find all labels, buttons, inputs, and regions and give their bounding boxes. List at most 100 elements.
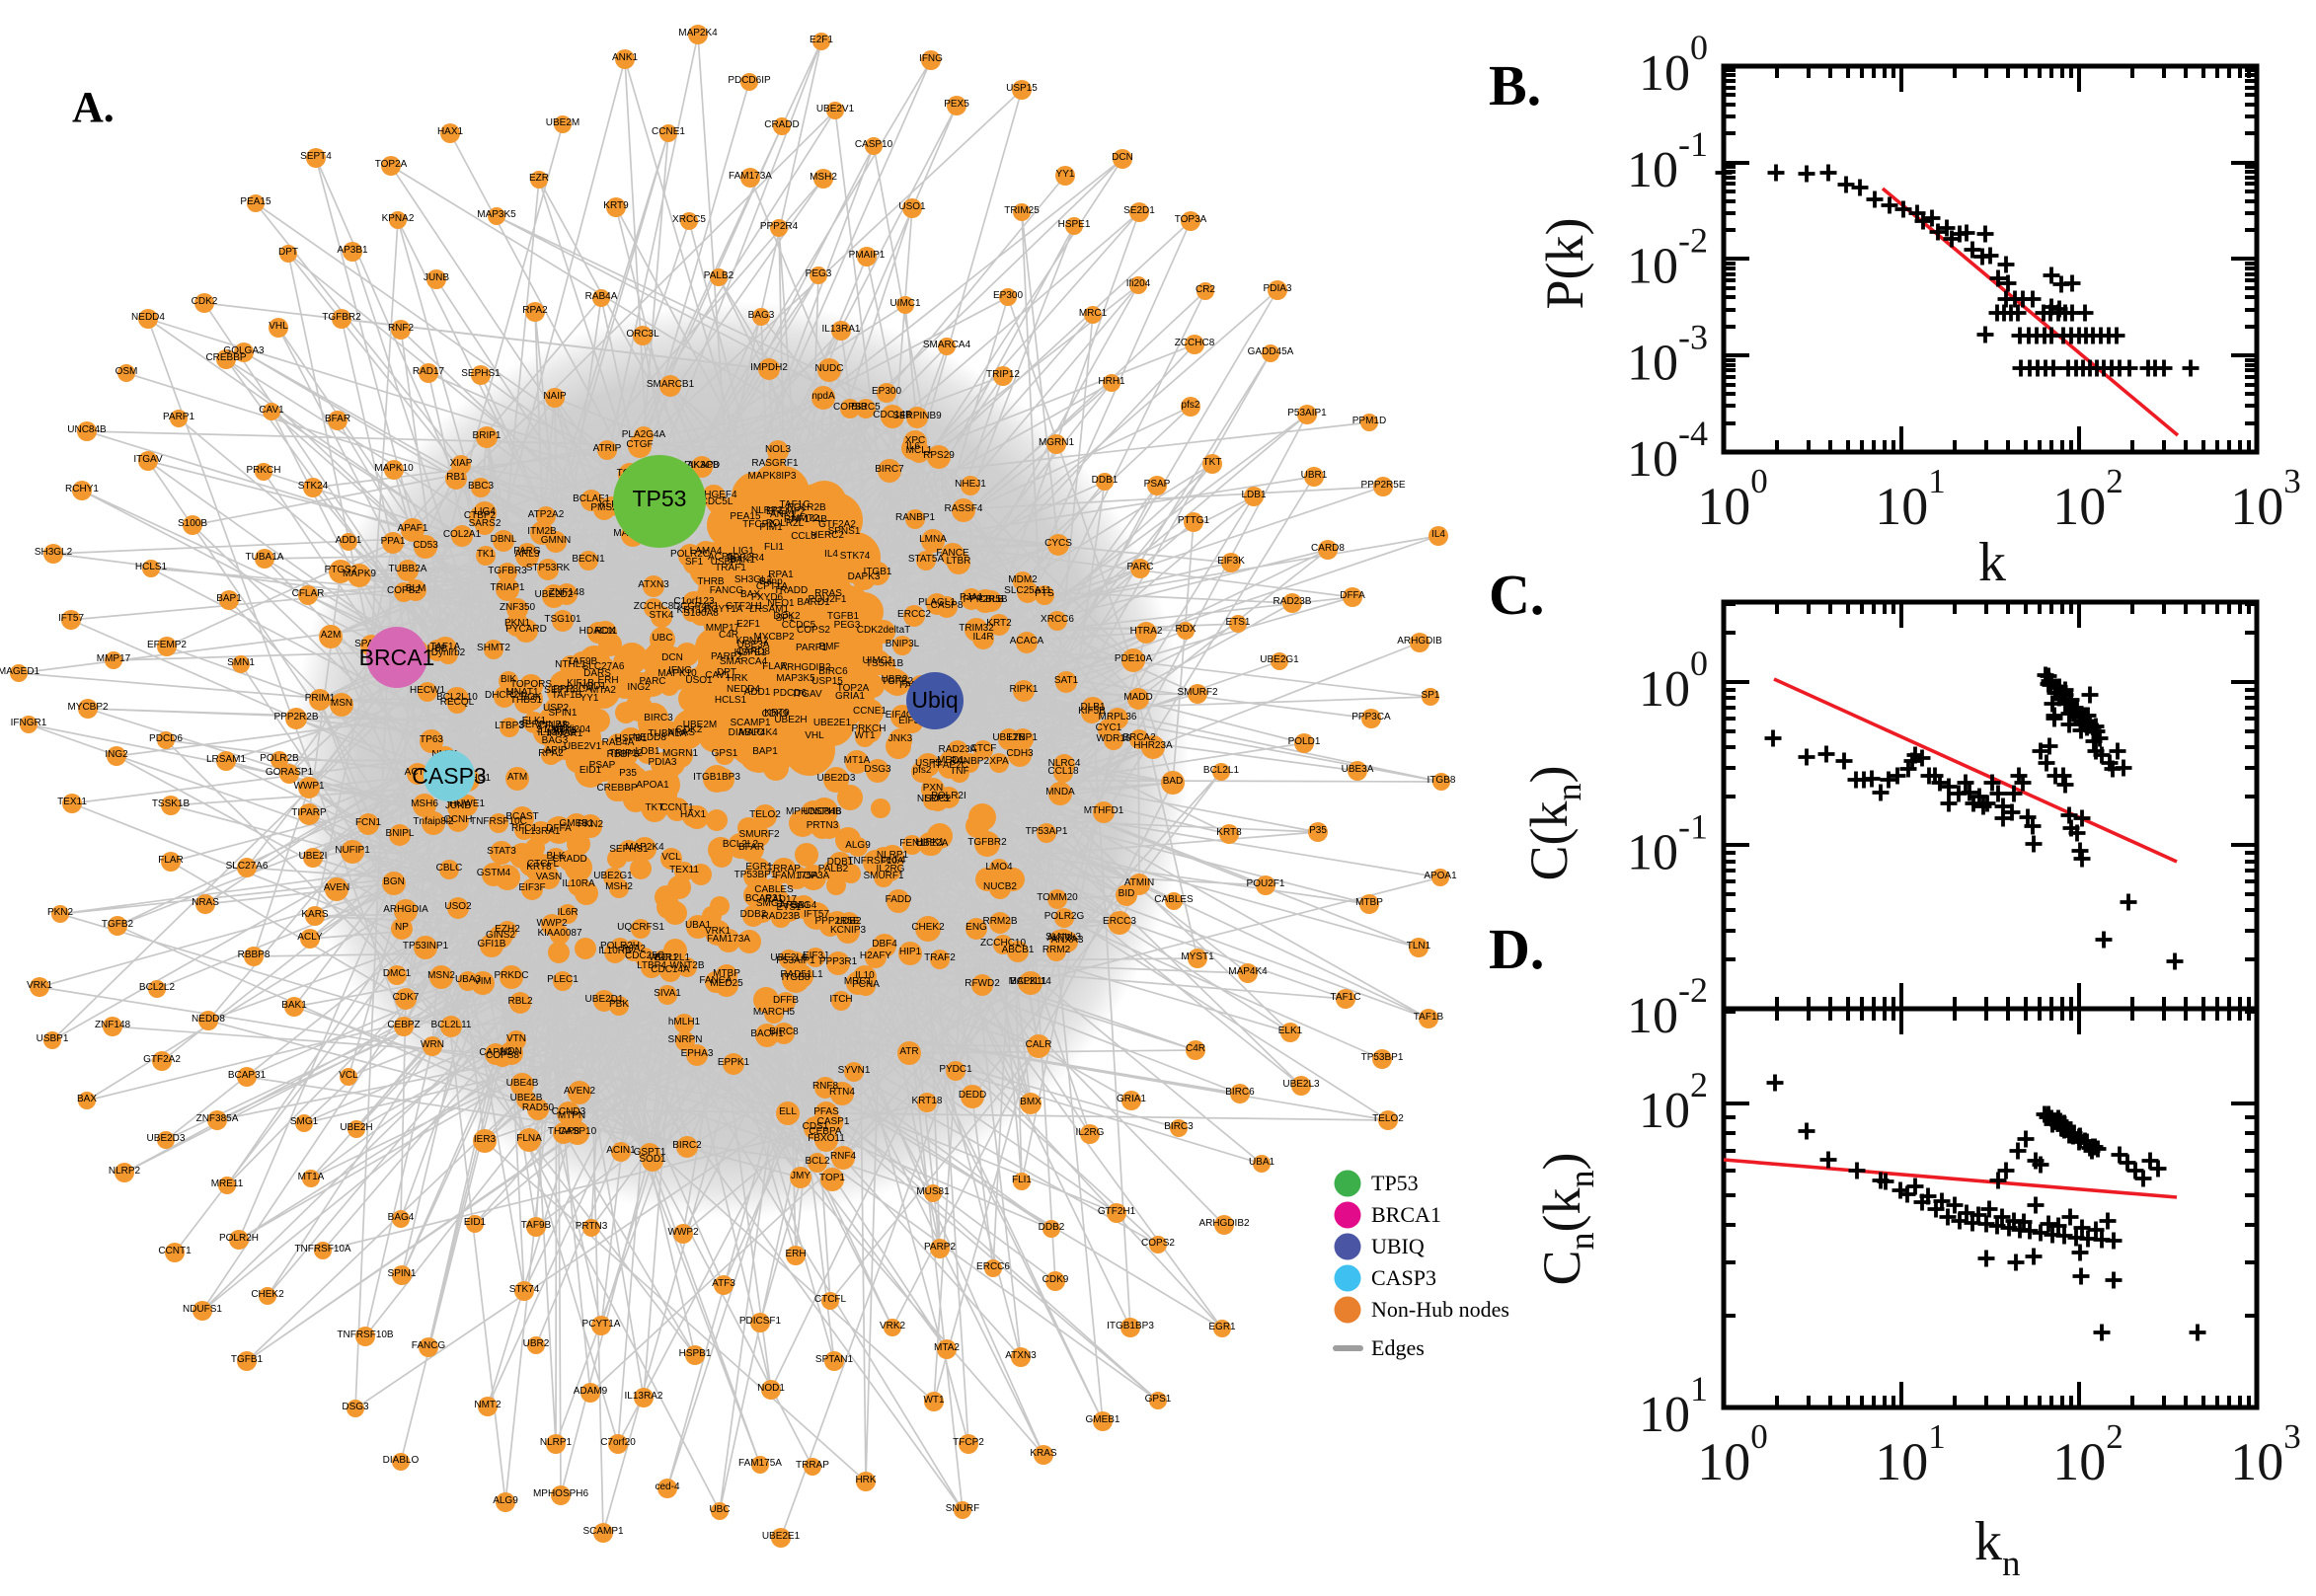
svg-text:KPNA2: KPNA2: [382, 213, 415, 224]
svg-text:GPS1: GPS1: [1145, 1394, 1172, 1405]
svg-text:MAPK10: MAPK10: [657, 668, 697, 679]
svg-text:TAF9B: TAF9B: [521, 1220, 552, 1231]
svg-text:RAD50: RAD50: [522, 1102, 555, 1113]
svg-text:JMY: JMY: [791, 1171, 811, 1181]
svg-text:CCNH: CCNH: [444, 814, 473, 825]
svg-text:STK24: STK24: [298, 481, 329, 492]
svg-text:KRT14: KRT14: [677, 605, 708, 616]
svg-text:EGR1: EGR1: [1208, 1322, 1236, 1332]
svg-text:PARC: PARC: [639, 676, 665, 687]
svg-text:TP53: TP53: [633, 486, 687, 511]
svg-text:HSPE1: HSPE1: [1058, 219, 1091, 230]
svg-text:SP1: SP1: [1422, 690, 1440, 701]
svg-text:BLM: BLM: [406, 583, 426, 594]
svg-text:CABLES: CABLES: [754, 884, 794, 895]
svg-text:UBIQ: UBIQ: [1371, 1234, 1425, 1258]
svg-text:CASP3: CASP3: [412, 763, 486, 789]
svg-text:DDB2: DDB2: [1039, 1222, 1065, 1233]
svg-text:KRAS: KRAS: [1030, 1448, 1057, 1459]
svg-text:MTA2: MTA2: [590, 685, 616, 696]
svg-text:PDIA3: PDIA3: [649, 757, 677, 768]
svg-text:PCNA: PCNA: [852, 979, 880, 990]
svg-text:ITGB1: ITGB1: [864, 567, 892, 577]
svg-text:ELK1: ELK1: [1278, 1026, 1303, 1036]
svg-text:ITGB8: ITGB8: [1428, 775, 1456, 786]
svg-text:KCNIP3: KCNIP3: [830, 925, 867, 936]
svg-text:SCAMP1: SCAMP1: [582, 1526, 624, 1537]
svg-text:DDB1: DDB1: [827, 857, 854, 868]
svg-text:LDB2: LDB2: [836, 916, 861, 927]
svg-text:DCN: DCN: [1112, 152, 1133, 163]
svg-text:BAG4: BAG4: [791, 900, 817, 911]
svg-text:TEX11: TEX11: [669, 865, 699, 875]
svg-text:WWP1: WWP1: [293, 781, 325, 792]
svg-text:PCYT1A: PCYT1A: [582, 1319, 621, 1330]
svg-text:DCN: DCN: [661, 652, 683, 663]
svg-text:EIF3F: EIF3F: [518, 882, 545, 893]
svg-text:USO1: USO1: [685, 675, 713, 686]
svg-text:POLR2G: POLR2G: [1044, 911, 1085, 922]
svg-text:BIRC5: BIRC5: [851, 402, 881, 413]
svg-text:TNFRSF10C: TNFRSF10C: [470, 816, 527, 827]
svg-text:ADAM9: ADAM9: [574, 1386, 608, 1397]
svg-text:TP63: TP63: [420, 734, 443, 745]
svg-text:UQCRFS1: UQCRFS1: [617, 922, 664, 933]
svg-text:CCNE1: CCNE1: [652, 126, 685, 137]
svg-text:MAPK11: MAPK11: [1009, 976, 1047, 987]
svg-text:NTHL1: NTHL1: [555, 659, 586, 670]
svg-text:MTBP: MTBP: [1355, 897, 1383, 908]
svg-text:UBE2D3: UBE2D3: [817, 773, 856, 784]
svg-text:CBLC: CBLC: [436, 863, 463, 874]
svg-text:UBE2A: UBE2A: [916, 838, 949, 849]
svg-text:PPP2R5B: PPP2R5B: [963, 594, 1007, 605]
svg-text:DBF4: DBF4: [872, 939, 897, 950]
svg-text:JUNB: JUNB: [445, 800, 471, 811]
svg-text:APOA1: APOA1: [1424, 871, 1457, 881]
svg-text:BCL2L1: BCL2L1: [1203, 765, 1240, 776]
svg-text:TNFRSF10A: TNFRSF10A: [294, 1244, 351, 1254]
svg-text:RTN4: RTN4: [829, 1087, 855, 1098]
svg-text:PRIM1: PRIM1: [305, 693, 336, 704]
svg-text:NDN: NDN: [501, 1046, 522, 1057]
svg-text:CCNT1: CCNT1: [660, 802, 694, 813]
svg-text:BNIPL: BNIPL: [386, 828, 415, 839]
svg-text:NRAS: NRAS: [667, 727, 695, 738]
svg-text:C(kn): C(kn): [1519, 766, 1588, 881]
svg-text:TFAP2C: TFAP2C: [931, 760, 968, 771]
svg-text:ARHGEF4: ARHGEF4: [690, 490, 737, 500]
svg-text:USP15: USP15: [811, 676, 843, 687]
svg-text:MAP4K4: MAP4K4: [1228, 966, 1268, 977]
svg-text:SPTAN1: SPTAN1: [815, 1354, 854, 1365]
svg-text:VRK1: VRK1: [27, 980, 53, 991]
svg-text:EGR1: EGR1: [745, 862, 773, 873]
svg-text:MNDA: MNDA: [1045, 787, 1075, 798]
svg-text:TNFRSF10B: TNFRSF10B: [337, 1330, 394, 1340]
svg-text:IFNG: IFNG: [919, 53, 943, 64]
svg-text:ERCC3: ERCC3: [1103, 916, 1136, 927]
svg-text:SYVN1: SYVN1: [838, 1065, 871, 1076]
svg-text:RAD17: RAD17: [413, 366, 445, 377]
svg-text:PDCD6IP: PDCD6IP: [728, 75, 771, 86]
svg-text:LMO4: LMO4: [985, 862, 1013, 873]
svg-text:TFCP2: TFCP2: [742, 519, 774, 530]
svg-text:PDCD6: PDCD6: [773, 688, 807, 699]
svg-text:Dynlrb2: Dynlrb2: [431, 647, 466, 658]
svg-text:VTN: VTN: [506, 1033, 526, 1044]
svg-text:UBR1: UBR1: [1301, 470, 1328, 481]
svg-text:MAPK10: MAPK10: [374, 463, 414, 474]
svg-text:LTBP3: LTBP3: [495, 721, 524, 731]
svg-text:MMP17: MMP17: [97, 653, 131, 664]
svg-text:PDE10A: PDE10A: [1115, 653, 1153, 664]
svg-text:UBE2E1: UBE2E1: [762, 1531, 801, 1542]
svg-text:TRRAP: TRRAP: [796, 1460, 829, 1471]
svg-text:COPS2: COPS2: [797, 625, 830, 636]
svg-text:D.: D.: [1489, 917, 1544, 981]
svg-text:MRPL36: MRPL36: [1099, 712, 1137, 722]
svg-text:BIK: BIK: [501, 674, 516, 685]
svg-text:KLF6: KLF6: [599, 499, 623, 510]
svg-text:PFAS: PFAS: [813, 1106, 839, 1117]
svg-text:TOP2A: TOP2A: [837, 683, 870, 694]
svg-text:HIP1: HIP1: [899, 947, 922, 957]
svg-text:PALB2: PALB2: [704, 270, 734, 281]
svg-text:LDB1: LDB1: [635, 746, 659, 757]
